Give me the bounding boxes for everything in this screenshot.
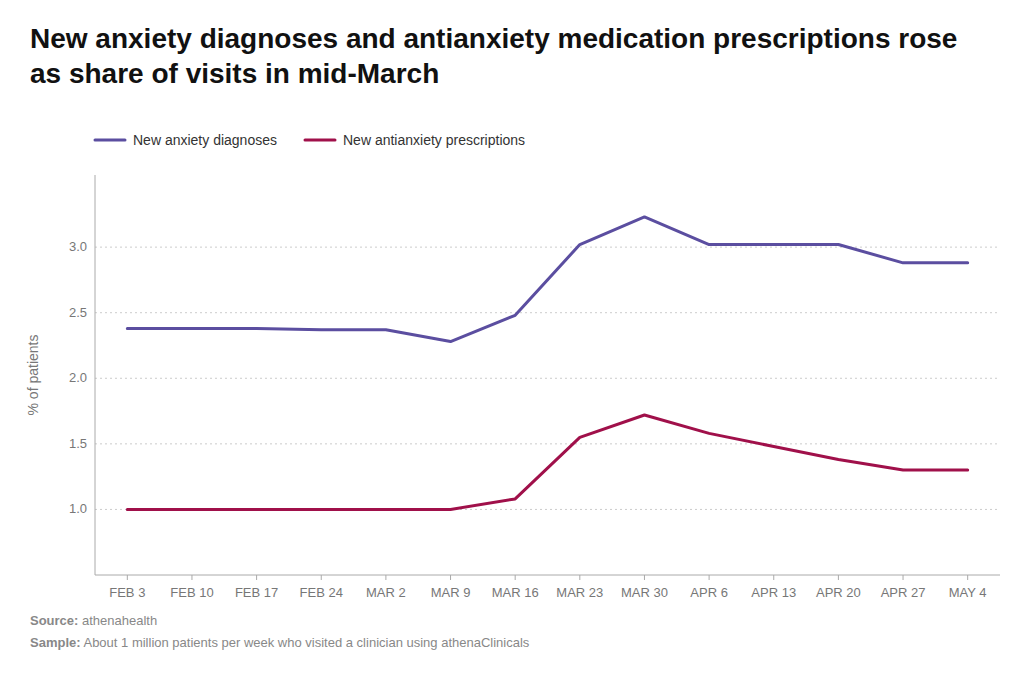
annotation-rest: athenahealth xyxy=(78,613,157,628)
x-tick-label: MAR 23 xyxy=(556,585,603,600)
legend-label: New anxiety diagnoses xyxy=(133,132,277,148)
y-tick-label: 3.0 xyxy=(69,239,87,254)
title: New anxiety diagnoses and antianxiety me… xyxy=(30,23,957,54)
x-tick xyxy=(385,575,386,580)
x-tick xyxy=(967,575,968,580)
x-tick-label: APR 20 xyxy=(816,585,861,600)
x-tick-label: APR 27 xyxy=(881,585,926,600)
y-grid xyxy=(95,247,1000,509)
grid-line xyxy=(95,247,1000,248)
plot-area xyxy=(127,217,967,509)
x-tick xyxy=(709,575,710,580)
x-tick-label: MAR 16 xyxy=(492,585,539,600)
x-tick-label: MAR 2 xyxy=(366,585,406,600)
x-tick xyxy=(191,575,192,580)
legend-swatch xyxy=(95,139,125,142)
annotation-prefix: Source: xyxy=(30,613,78,628)
annotation: Source: athenahealth xyxy=(30,613,157,628)
x-axis-line xyxy=(95,575,1000,576)
x-tick-label: FEB 10 xyxy=(170,585,213,600)
series-line xyxy=(127,415,967,509)
title: as share of visits in mid-March xyxy=(30,58,439,89)
y-axis-label: % of patients xyxy=(25,335,41,416)
x-tick xyxy=(321,575,322,580)
x-tick xyxy=(644,575,645,580)
x-tick-label: MAR 30 xyxy=(621,585,668,600)
chart: New anxiety diagnoses and antianxiety me… xyxy=(0,0,1026,676)
x-tick xyxy=(903,575,904,580)
x-tick xyxy=(579,575,580,580)
x-tick xyxy=(256,575,257,580)
y-tick-label: 1.0 xyxy=(69,501,87,516)
x-tick xyxy=(450,575,451,580)
grid-line xyxy=(95,312,1000,313)
x-tick-label: APR 6 xyxy=(690,585,728,600)
x-tick-label: MAR 9 xyxy=(431,585,471,600)
x-tick xyxy=(838,575,839,580)
annotation: Sample: About 1 million patients per wee… xyxy=(30,635,530,650)
y-tick-label: 2.0 xyxy=(69,370,87,385)
x-tick xyxy=(515,575,516,580)
legend: New anxiety diagnoses New antianxiety pre… xyxy=(95,132,525,148)
series-line xyxy=(127,217,967,342)
x-tick xyxy=(127,575,128,580)
y-tick-label: 2.5 xyxy=(69,305,87,320)
x-tick xyxy=(773,575,774,580)
x-tick-label: APR 13 xyxy=(751,585,796,600)
y-axis-line xyxy=(95,175,96,575)
x-tick-label: FEB 24 xyxy=(300,585,343,600)
x-tick-label: FEB 3 xyxy=(109,585,145,600)
legend-label: New antianxiety prescriptions xyxy=(343,132,525,148)
grid-line xyxy=(95,378,1000,379)
x-tick-label: FEB 17 xyxy=(235,585,278,600)
y-tick-label: 1.5 xyxy=(69,436,87,451)
x-tick-label: MAY 4 xyxy=(949,585,987,600)
annotation-prefix: Sample: xyxy=(30,635,81,650)
annotation-rest: About 1 million patients per week who vi… xyxy=(81,635,530,650)
legend-swatch xyxy=(305,139,335,142)
grid-line xyxy=(95,443,1000,444)
